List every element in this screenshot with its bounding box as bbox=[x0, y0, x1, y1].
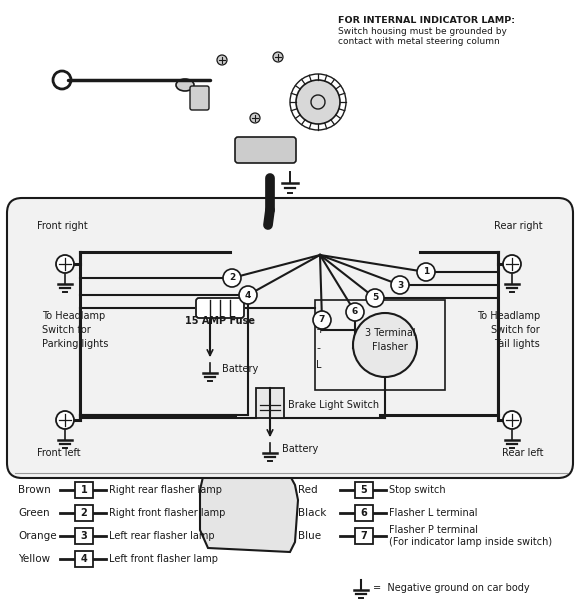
Text: -: - bbox=[316, 343, 320, 353]
FancyBboxPatch shape bbox=[196, 298, 244, 318]
Text: Battery: Battery bbox=[222, 364, 258, 374]
FancyBboxPatch shape bbox=[75, 482, 93, 498]
FancyBboxPatch shape bbox=[355, 505, 373, 521]
Text: Rear right: Rear right bbox=[494, 221, 543, 231]
Circle shape bbox=[56, 411, 74, 429]
Text: 1: 1 bbox=[81, 485, 87, 495]
Text: Orange: Orange bbox=[18, 531, 56, 541]
Text: Flasher P terminal
(For indicator lamp inside switch): Flasher P terminal (For indicator lamp i… bbox=[389, 525, 552, 547]
Text: Front left: Front left bbox=[37, 448, 81, 458]
Text: 15 AMP Fuse: 15 AMP Fuse bbox=[185, 316, 255, 326]
Text: contact with metal steering column: contact with metal steering column bbox=[338, 37, 500, 46]
FancyBboxPatch shape bbox=[355, 528, 373, 544]
Text: Brake Light Switch: Brake Light Switch bbox=[288, 400, 379, 410]
Text: Red: Red bbox=[298, 485, 318, 495]
Circle shape bbox=[353, 313, 417, 377]
Text: 5: 5 bbox=[361, 485, 367, 495]
Text: 6: 6 bbox=[361, 508, 367, 518]
Text: Brown: Brown bbox=[18, 485, 51, 495]
Circle shape bbox=[217, 55, 227, 65]
Circle shape bbox=[366, 289, 384, 307]
Text: 4: 4 bbox=[245, 290, 251, 299]
Text: Front right: Front right bbox=[37, 221, 88, 231]
FancyBboxPatch shape bbox=[256, 388, 284, 418]
Text: FOR INTERNAL INDICATOR LAMP:: FOR INTERNAL INDICATOR LAMP: bbox=[338, 16, 515, 25]
Circle shape bbox=[296, 80, 340, 124]
Text: 4: 4 bbox=[81, 554, 87, 564]
Circle shape bbox=[503, 411, 521, 429]
Circle shape bbox=[56, 255, 74, 273]
Text: Green: Green bbox=[18, 508, 49, 518]
Circle shape bbox=[273, 52, 283, 62]
Text: 2: 2 bbox=[229, 274, 235, 283]
Text: To Headlamp
Switch for
Tail lights: To Headlamp Switch for Tail lights bbox=[477, 311, 540, 349]
Text: 6: 6 bbox=[352, 307, 358, 317]
Text: =  Negative ground on car body: = Negative ground on car body bbox=[373, 583, 530, 593]
Text: 5: 5 bbox=[372, 293, 378, 302]
Circle shape bbox=[239, 286, 257, 304]
Text: Flasher L terminal: Flasher L terminal bbox=[389, 508, 477, 518]
Text: 3 Terminal
Flasher: 3 Terminal Flasher bbox=[365, 328, 416, 352]
FancyBboxPatch shape bbox=[7, 198, 573, 478]
Circle shape bbox=[223, 269, 241, 287]
FancyBboxPatch shape bbox=[190, 86, 209, 110]
Text: +: + bbox=[316, 325, 325, 335]
Circle shape bbox=[503, 255, 521, 273]
Circle shape bbox=[313, 311, 331, 329]
Text: Stop switch: Stop switch bbox=[389, 485, 446, 495]
Text: To Headlamp
Switch for
Parking lights: To Headlamp Switch for Parking lights bbox=[42, 311, 108, 349]
Text: Right rear flasher lamp: Right rear flasher lamp bbox=[109, 485, 222, 495]
Text: Battery: Battery bbox=[282, 444, 318, 454]
Text: L: L bbox=[316, 360, 321, 370]
Text: 1: 1 bbox=[423, 268, 429, 277]
Text: 3: 3 bbox=[81, 531, 87, 541]
Circle shape bbox=[250, 113, 260, 123]
FancyBboxPatch shape bbox=[355, 482, 373, 498]
Text: 7: 7 bbox=[361, 531, 367, 541]
Circle shape bbox=[417, 263, 435, 281]
FancyBboxPatch shape bbox=[75, 551, 93, 567]
Text: Left front flasher lamp: Left front flasher lamp bbox=[109, 554, 218, 564]
Polygon shape bbox=[200, 450, 298, 552]
Text: Black: Black bbox=[298, 508, 327, 518]
Text: Right front flasher lamp: Right front flasher lamp bbox=[109, 508, 225, 518]
FancyBboxPatch shape bbox=[75, 505, 93, 521]
Text: 7: 7 bbox=[319, 316, 325, 325]
Text: Rear left: Rear left bbox=[502, 448, 543, 458]
Text: Yellow: Yellow bbox=[18, 554, 50, 564]
Text: 2: 2 bbox=[81, 508, 87, 518]
Circle shape bbox=[346, 303, 364, 321]
Ellipse shape bbox=[176, 79, 194, 91]
Text: Switch housing must be grounded by: Switch housing must be grounded by bbox=[338, 27, 507, 36]
Circle shape bbox=[391, 276, 409, 294]
Text: 3: 3 bbox=[397, 280, 403, 289]
FancyBboxPatch shape bbox=[75, 528, 93, 544]
Text: Blue: Blue bbox=[298, 531, 321, 541]
FancyBboxPatch shape bbox=[235, 137, 296, 163]
Text: Left rear flasher lamp: Left rear flasher lamp bbox=[109, 531, 215, 541]
